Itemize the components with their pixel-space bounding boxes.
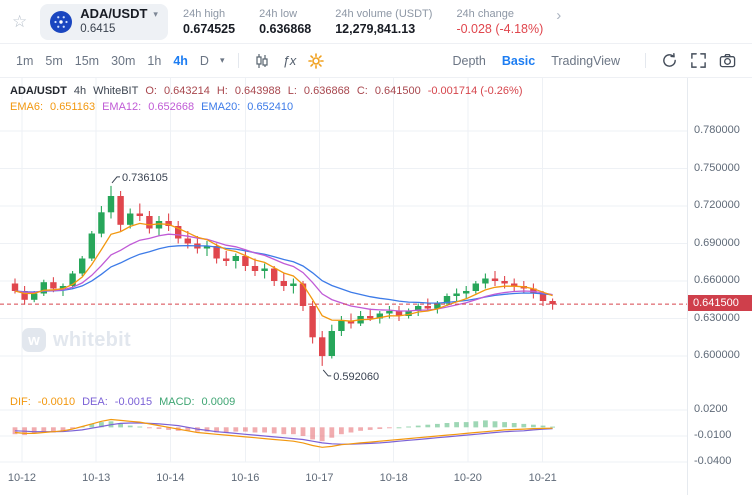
last-price-tag: 0.641500: [688, 295, 752, 312]
timeframe-5m[interactable]: 5m: [39, 51, 68, 71]
timeframe-4h[interactable]: 4h: [167, 51, 194, 71]
price-axis-label: 0.780000: [694, 124, 740, 136]
tab-basic[interactable]: Basic: [501, 53, 536, 68]
tab-tradingview[interactable]: TradingView: [551, 53, 620, 68]
chart-mode-tabs: Depth Basic TradingView: [452, 54, 636, 68]
settings-gear-icon[interactable]: [302, 52, 330, 69]
refresh-icon[interactable]: [655, 52, 684, 69]
price-axis-label: 0.660000: [694, 274, 740, 286]
fullscreen-icon[interactable]: [684, 52, 713, 69]
price-chart-canvas[interactable]: 0.736105 0.592060: [0, 78, 687, 495]
stat-24h-change: 24h change -0.028 (-4.18%): [456, 7, 544, 36]
screenshot-camera-icon[interactable]: [713, 52, 742, 69]
timeframe-group: 1m 5m 15m 30m 1h 4h D: [10, 51, 215, 71]
annotation-arrow: [111, 176, 120, 184]
toolbar-divider: [238, 53, 240, 68]
more-stats-chevron-icon[interactable]: ›: [556, 7, 562, 24]
x-axis-label: 10-17: [305, 472, 334, 484]
pair-name: ADA/USDT: [80, 5, 148, 21]
price-axis[interactable]: 0.780000 0.750000 0.720000 0.690000 0.660000…: [687, 78, 752, 495]
favorite-star-icon[interactable]: ☆: [12, 11, 28, 31]
ema12-line: [14, 233, 553, 312]
stat-24h-high: 24h high 0.674525: [182, 7, 236, 36]
tab-depth[interactable]: Depth: [452, 53, 486, 68]
stat-24h-volume: 24h volume (USDT) 12,279,841.13: [335, 7, 433, 36]
dea-line: [14, 422, 553, 445]
pair-last-price: 0.6415: [80, 22, 116, 35]
price-axis-label: 0.750000: [694, 161, 740, 174]
ada-logo-icon: [50, 10, 73, 33]
macd-axis-label: -0.0400: [694, 455, 732, 467]
x-axis-label: 10-20: [453, 472, 482, 484]
pair-texts: ADA/USDT ▾ 0.6415: [80, 5, 158, 36]
market-header: ☆ ADA/USDT ▾ 0.6415 24h high 0.674525 24h …: [0, 0, 752, 44]
x-axis-label: 10-18: [379, 472, 408, 484]
timeframe-1m[interactable]: 1m: [10, 51, 39, 71]
chart-area[interactable]: 0.736105 0.592060 0.780000 0.750000 0.72000…: [0, 78, 752, 495]
price-axis-label: 0.600000: [694, 349, 740, 361]
x-axis-label: 10-16: [231, 472, 260, 484]
annotation-high: 0.736105: [122, 172, 168, 184]
price-axis-label: 0.690000: [694, 236, 740, 249]
x-axis-label: 10-21: [528, 472, 557, 484]
x-axis-label: 10-14: [156, 472, 185, 484]
timeframe-D[interactable]: D: [194, 51, 215, 71]
indicators-fx-icon[interactable]: ƒx: [282, 53, 297, 68]
timeframe-15m[interactable]: 15m: [69, 51, 105, 71]
dif-line: [14, 418, 553, 448]
timeframe-1h[interactable]: 1h: [141, 51, 167, 71]
ema6-line: [14, 222, 553, 322]
price-axis-label: 0.720000: [694, 199, 740, 211]
candles-layer: [11, 185, 556, 366]
pair-selector[interactable]: ADA/USDT ▾ 0.6415: [40, 3, 168, 40]
annotation-low: 0.592060: [333, 371, 379, 383]
chart-type-candles-icon[interactable]: [248, 53, 276, 69]
x-axis-label: 10-12: [7, 472, 37, 484]
toolbar-divider: [645, 53, 646, 68]
macd-axis-label: 0.0200: [694, 403, 728, 415]
timeframe-30m[interactable]: 30m: [105, 51, 141, 71]
grid-layer: [0, 78, 687, 463]
ema20-line: [14, 244, 553, 304]
timeframe-dropdown-icon[interactable]: ▾: [219, 55, 225, 65]
chart-toolbar: 1m 5m 15m 30m 1h 4h D ▾ ƒx Depth Basic TradingVi…: [0, 44, 752, 78]
chevron-down-icon: ▾: [153, 9, 158, 20]
annotation-arrow: [322, 369, 332, 377]
stat-24h-low: 24h low 0.636868: [259, 7, 312, 36]
x-axis-label: 10-13: [82, 472, 111, 484]
macd-axis-label: -0.0100: [694, 429, 732, 441]
market-stats: 24h high 0.674525 24h low 0.636868 24h volum…: [183, 8, 543, 36]
price-axis-label: 0.630000: [694, 311, 740, 324]
